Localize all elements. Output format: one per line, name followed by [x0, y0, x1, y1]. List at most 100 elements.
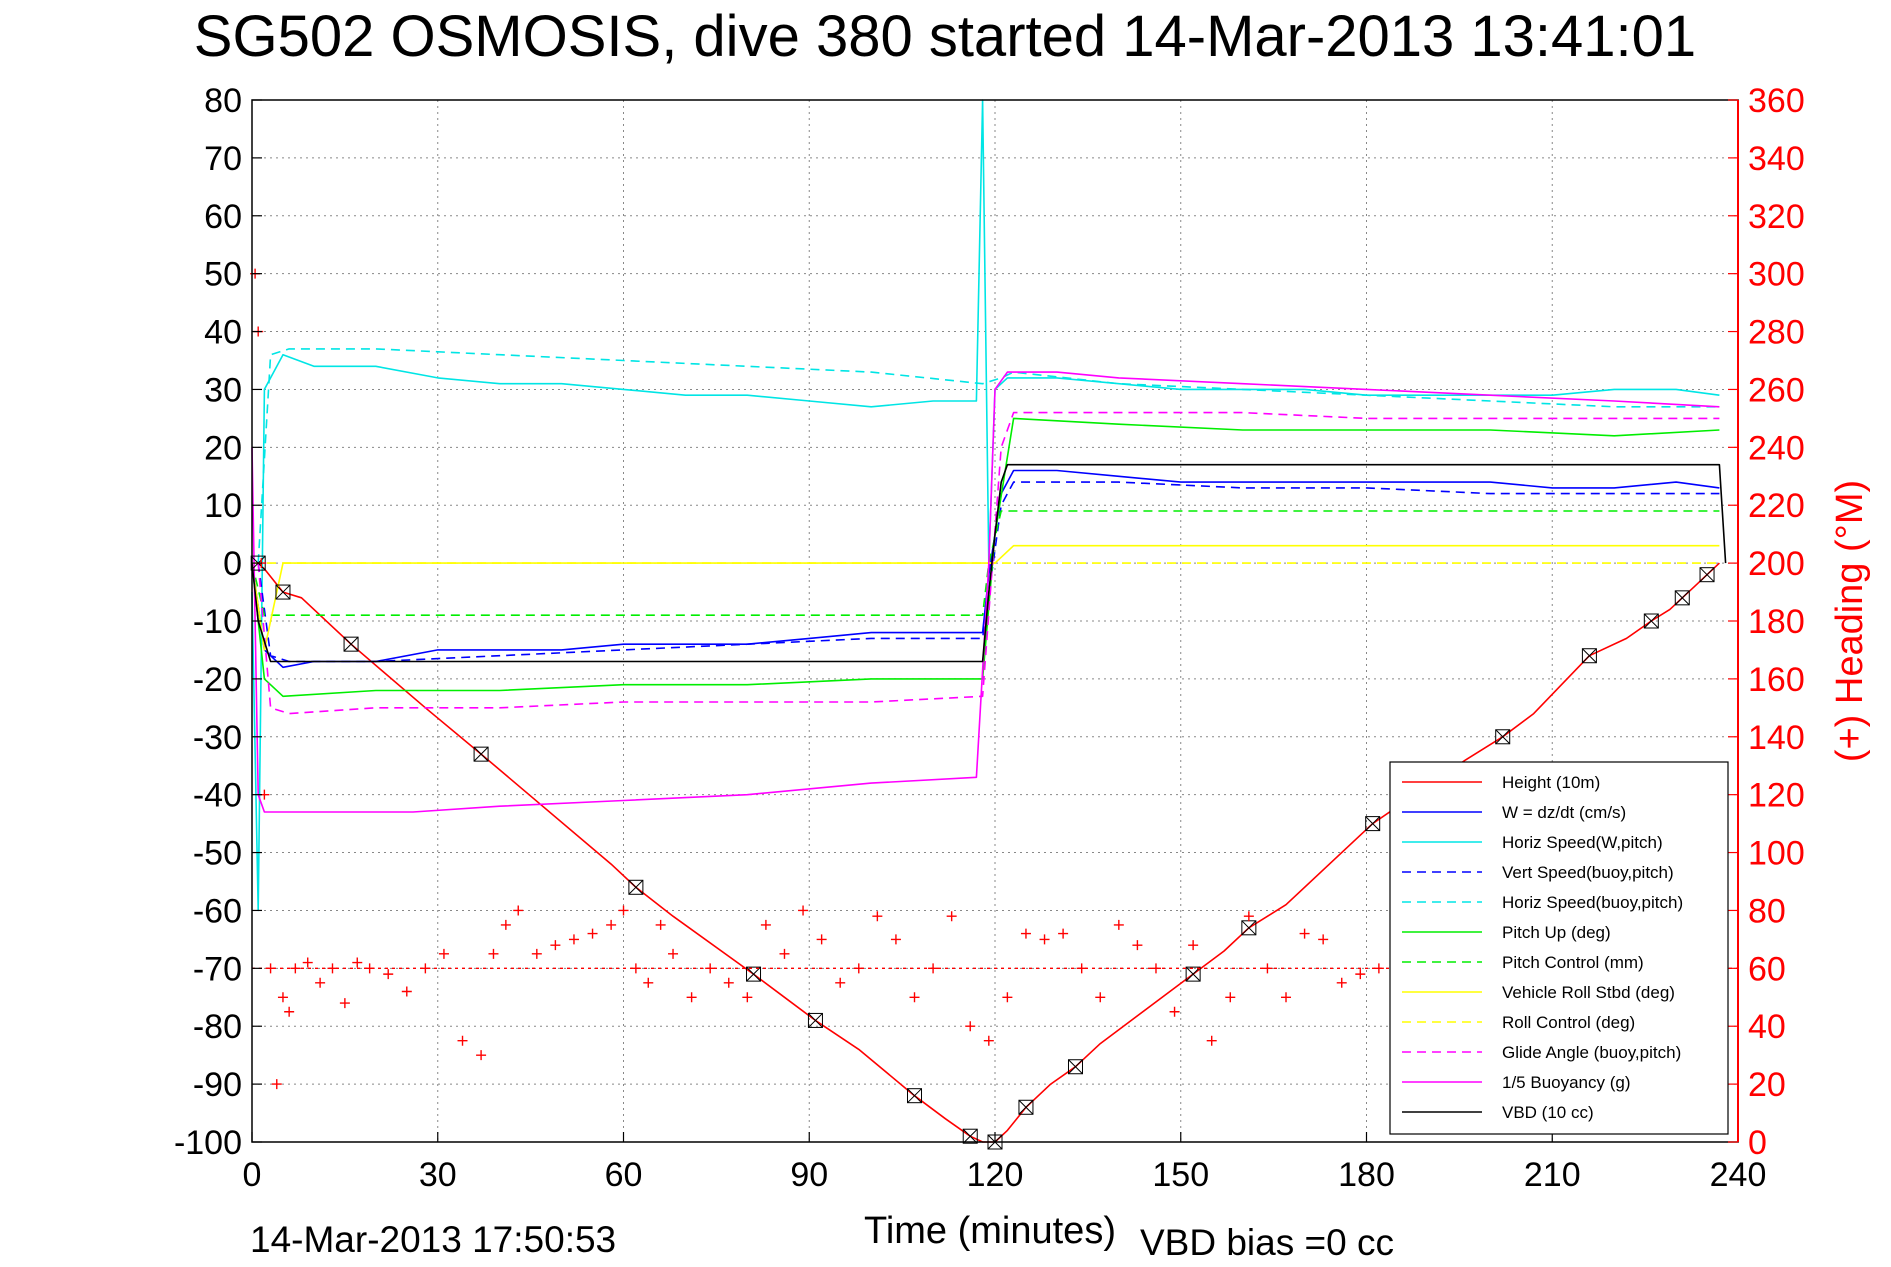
height-marker-cross	[1643, 613, 1659, 629]
y-right-tick-label: 120	[1748, 777, 1805, 815]
heading-point	[798, 905, 809, 916]
heading-point	[618, 905, 629, 916]
y-tick-label: -30	[193, 719, 242, 757]
heading-point	[1002, 992, 1013, 1003]
heading-point	[1020, 928, 1031, 939]
y-tick-label: 10	[204, 487, 242, 525]
heading-point	[1169, 1006, 1180, 1017]
heading-point	[284, 1006, 295, 1017]
heading-point	[655, 919, 666, 930]
y-right-tick-label: 180	[1748, 603, 1805, 641]
legend-box	[1389, 761, 1729, 1135]
y-tick-label: 40	[204, 314, 242, 352]
heading-point	[277, 992, 288, 1003]
y-right-tick-label: 300	[1748, 256, 1805, 294]
height-marker	[807, 1012, 823, 1028]
heading-point	[643, 977, 654, 988]
height-marker-cross	[1699, 567, 1715, 583]
axis-layer: 0 30 60 90 120 150 180 210 24080706050403020100-…	[174, 82, 1805, 1194]
heading-point	[352, 957, 363, 968]
y-right-tick-label: 80	[1748, 892, 1786, 930]
height-marker-cross	[1185, 966, 1201, 982]
legend-label-vert-speed-buoy-pitch: Vert Speed(buoy,pitch)	[1502, 863, 1674, 882]
heading-point	[339, 998, 350, 1009]
legend-label-height-10m: Height (10m)	[1502, 773, 1600, 792]
heading-point	[1243, 911, 1254, 922]
x-tick-label: 180	[1338, 1156, 1395, 1194]
legend-label-horiz-speed-buoy-pitch: Horiz Speed(buoy,pitch)	[1502, 893, 1683, 912]
height-marker	[962, 1128, 978, 1144]
height-marker-cross	[275, 584, 291, 600]
heading-point	[1150, 963, 1161, 974]
y-tick-label: 80	[204, 82, 242, 120]
heading-point	[488, 948, 499, 959]
footer-vbd-bias: VBD bias =0 cc	[1140, 1222, 1394, 1262]
height-marker-cross	[907, 1088, 922, 1104]
y-right-tick-label: 20	[1748, 1066, 1786, 1104]
heading-layer	[250, 268, 1422, 1090]
heading-point	[983, 1035, 994, 1046]
heading-point	[1058, 928, 1069, 939]
height-marker	[1365, 816, 1381, 832]
heading-point	[928, 963, 939, 974]
heading-point	[1206, 1035, 1217, 1046]
height-marker	[1699, 567, 1715, 583]
height-marker-box	[1674, 590, 1690, 606]
height-marker-cross	[1018, 1099, 1034, 1115]
y-tick-label: -10	[193, 603, 242, 641]
heading-point	[383, 969, 394, 980]
height-marker-cross	[1241, 920, 1257, 936]
heading-point	[420, 963, 431, 974]
y-right-tick-label: 260	[1748, 371, 1805, 409]
x-tick-label: 210	[1524, 1156, 1581, 1194]
heading-point	[265, 963, 276, 974]
height-marker-box	[746, 966, 762, 982]
height-marker-box	[1581, 648, 1597, 664]
height-marker-box	[907, 1088, 923, 1104]
legend: Height (10m) W = dz/dt (cm/s) Horiz Speed(…	[1389, 761, 1729, 1135]
y-tick-label: -50	[193, 835, 242, 873]
series-glide-angle-buoy-pitch	[257, 411, 1720, 715]
series-horiz-speed-buoy-pitch	[257, 348, 1720, 564]
heading-point	[742, 992, 753, 1003]
heading-point	[1355, 969, 1366, 980]
heading-point	[513, 905, 524, 916]
y-tick-label: -80	[193, 1008, 242, 1046]
x-tick-label: 60	[605, 1156, 643, 1194]
heading-point	[327, 963, 338, 974]
heading-point	[909, 992, 920, 1003]
y-tick-label: -60	[193, 892, 242, 930]
y-right-tick-label: 60	[1748, 950, 1786, 988]
x-tick-label: 150	[1152, 1156, 1209, 1194]
y-tick-label: -90	[193, 1066, 242, 1104]
height-marker-box	[1018, 1099, 1034, 1115]
legend-label-glide-angle-buoy-pitch: Glide Angle (buoy,pitch)	[1502, 1043, 1681, 1062]
heading-point	[853, 963, 864, 974]
x-tick-label: 120	[967, 1156, 1024, 1194]
heading-point	[835, 977, 846, 988]
height-marker	[1581, 648, 1597, 664]
heading-point	[568, 934, 579, 945]
x-tick-label: 90	[790, 1156, 828, 1194]
heading-point	[587, 928, 598, 939]
height-marker-box	[628, 879, 644, 895]
heading-point	[760, 919, 771, 930]
y-tick-label: 0	[223, 545, 242, 583]
heading-point	[779, 948, 790, 959]
series-pitch-control-mm	[251, 510, 1720, 617]
series-vbd-10-cc	[251, 463, 1727, 663]
heading-point	[1281, 992, 1292, 1003]
height-marker	[1185, 966, 1201, 982]
height-marker-cross	[473, 746, 489, 762]
heading-point	[271, 1079, 282, 1090]
y-axis-right-label: (+) Heading (°M)	[1829, 480, 1871, 762]
height-marker-box	[343, 636, 359, 652]
height-marker	[473, 746, 489, 762]
legend-label-pitch-up-deg: Pitch Up (deg)	[1502, 923, 1611, 942]
heading-point	[723, 977, 734, 988]
heading-point	[438, 948, 449, 959]
heading-point	[946, 911, 957, 922]
x-axis-label: Time (minutes)	[864, 1210, 1116, 1252]
y-right-tick-label: 340	[1748, 140, 1805, 178]
